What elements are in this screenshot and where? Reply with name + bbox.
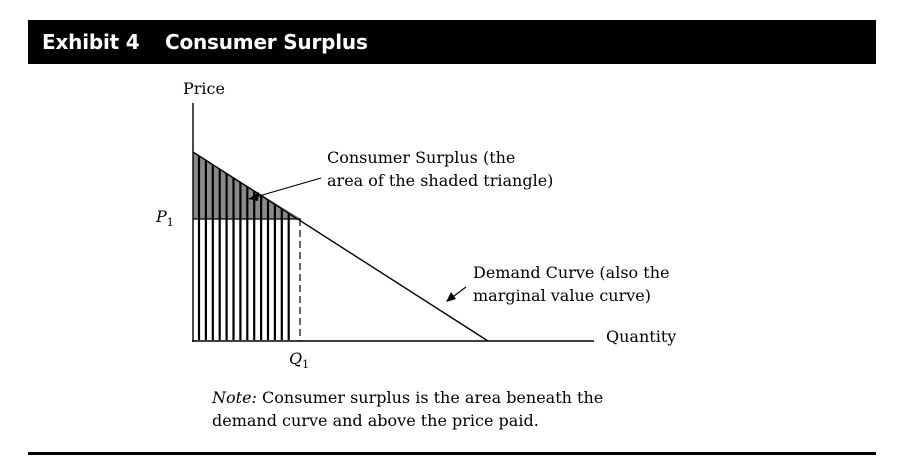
surplus-label-line2: area of the shaded triangle) <box>327 171 553 190</box>
area-hatch-lines <box>197 155 290 340</box>
note-label: Note: <box>212 388 257 407</box>
quantity-marker-subscript: 1 <box>302 358 309 371</box>
figure-note: Note: Consumer surplus is the area benea… <box>212 386 632 432</box>
bottom-rule <box>28 452 876 455</box>
demand-arrowhead <box>446 292 456 302</box>
y-axis-label: Price <box>183 79 225 98</box>
demand-label-line1: Demand Curve (also the <box>473 263 669 282</box>
x-axis-label: Quantity <box>606 327 676 346</box>
price-marker-letter: P <box>155 207 167 226</box>
exhibit-number: Exhibit 4 <box>42 30 140 54</box>
surplus-pointer-line <box>251 177 322 199</box>
quantity-marker: Q1 <box>289 349 309 371</box>
price-marker: P1 <box>155 207 174 229</box>
exhibit-header: Exhibit 4 Consumer Surplus <box>28 20 876 64</box>
price-marker-subscript: 1 <box>167 216 174 229</box>
surplus-label-line1: Consumer Surplus (the <box>327 148 515 167</box>
surplus-arrowhead <box>248 192 259 201</box>
exhibit-title: Consumer Surplus <box>165 30 368 54</box>
note-text: Consumer surplus is the area beneath the… <box>212 388 604 430</box>
quantity-marker-letter: Q <box>289 349 302 368</box>
demand-label-line2: marginal value curve) <box>473 286 651 305</box>
demand-curve <box>192 151 489 342</box>
